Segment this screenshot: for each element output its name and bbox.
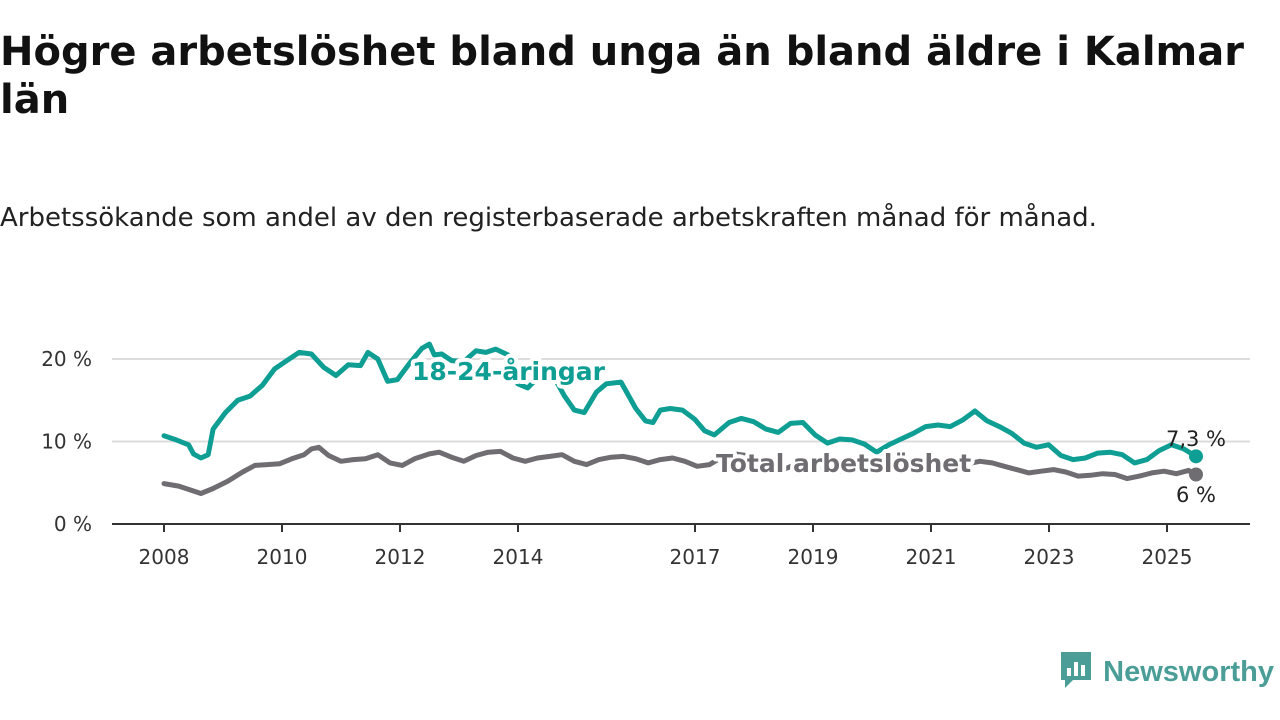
x-tick-label: 2019 (788, 545, 839, 569)
gridlines (112, 358, 1250, 443)
brand-name: Newsworthy (1103, 655, 1274, 688)
series-label-halo-total: Total arbetslöshet (716, 449, 971, 478)
x-tick-label: 2008 (139, 545, 190, 569)
end-point-18-24 (1189, 449, 1203, 464)
series-line-18-24 (161, 341, 1199, 466)
x-tick-label: 2023 (1024, 545, 1075, 569)
series-lines (161, 341, 1203, 496)
chart-subtitle: Arbetssökande som andel av den registerb… (0, 203, 1097, 233)
x-tick-label: 2021 (906, 545, 957, 569)
x-tick-label: 2025 (1142, 545, 1193, 569)
y-tick-label: 10 % (41, 430, 92, 454)
end-point-total (1189, 467, 1203, 482)
x-tick-label: 2014 (493, 545, 544, 569)
series-label-18-24: 18-24-åringar (412, 357, 606, 386)
x-tick-label: 2012 (375, 545, 426, 569)
end-value-label-18-24: 7,3 % (1166, 427, 1226, 451)
series-line-total (161, 444, 1199, 496)
series-label-total: Total arbetslöshet (716, 449, 971, 478)
x-tick-label: 2010 (257, 545, 308, 569)
y-tick-label: 20 % (41, 347, 92, 371)
axes: 0 % 10 % 20 % 2008 2010 2012 2014 2017 2019 2021 2… (41, 347, 1250, 569)
y-tick-label: 0 % (54, 512, 92, 536)
end-value-label-total: 6 % (1176, 483, 1216, 507)
newsworthy-brand: Newsworthy (1059, 650, 1274, 694)
x-tick-label: 2017 (670, 545, 721, 569)
series-label-halo-18-24: 18-24-åringar (412, 357, 606, 386)
chart-title: Högre arbetslöshet bland unga än bland ä… (0, 29, 1244, 123)
newsworthy-logo-icon (1059, 650, 1093, 694)
